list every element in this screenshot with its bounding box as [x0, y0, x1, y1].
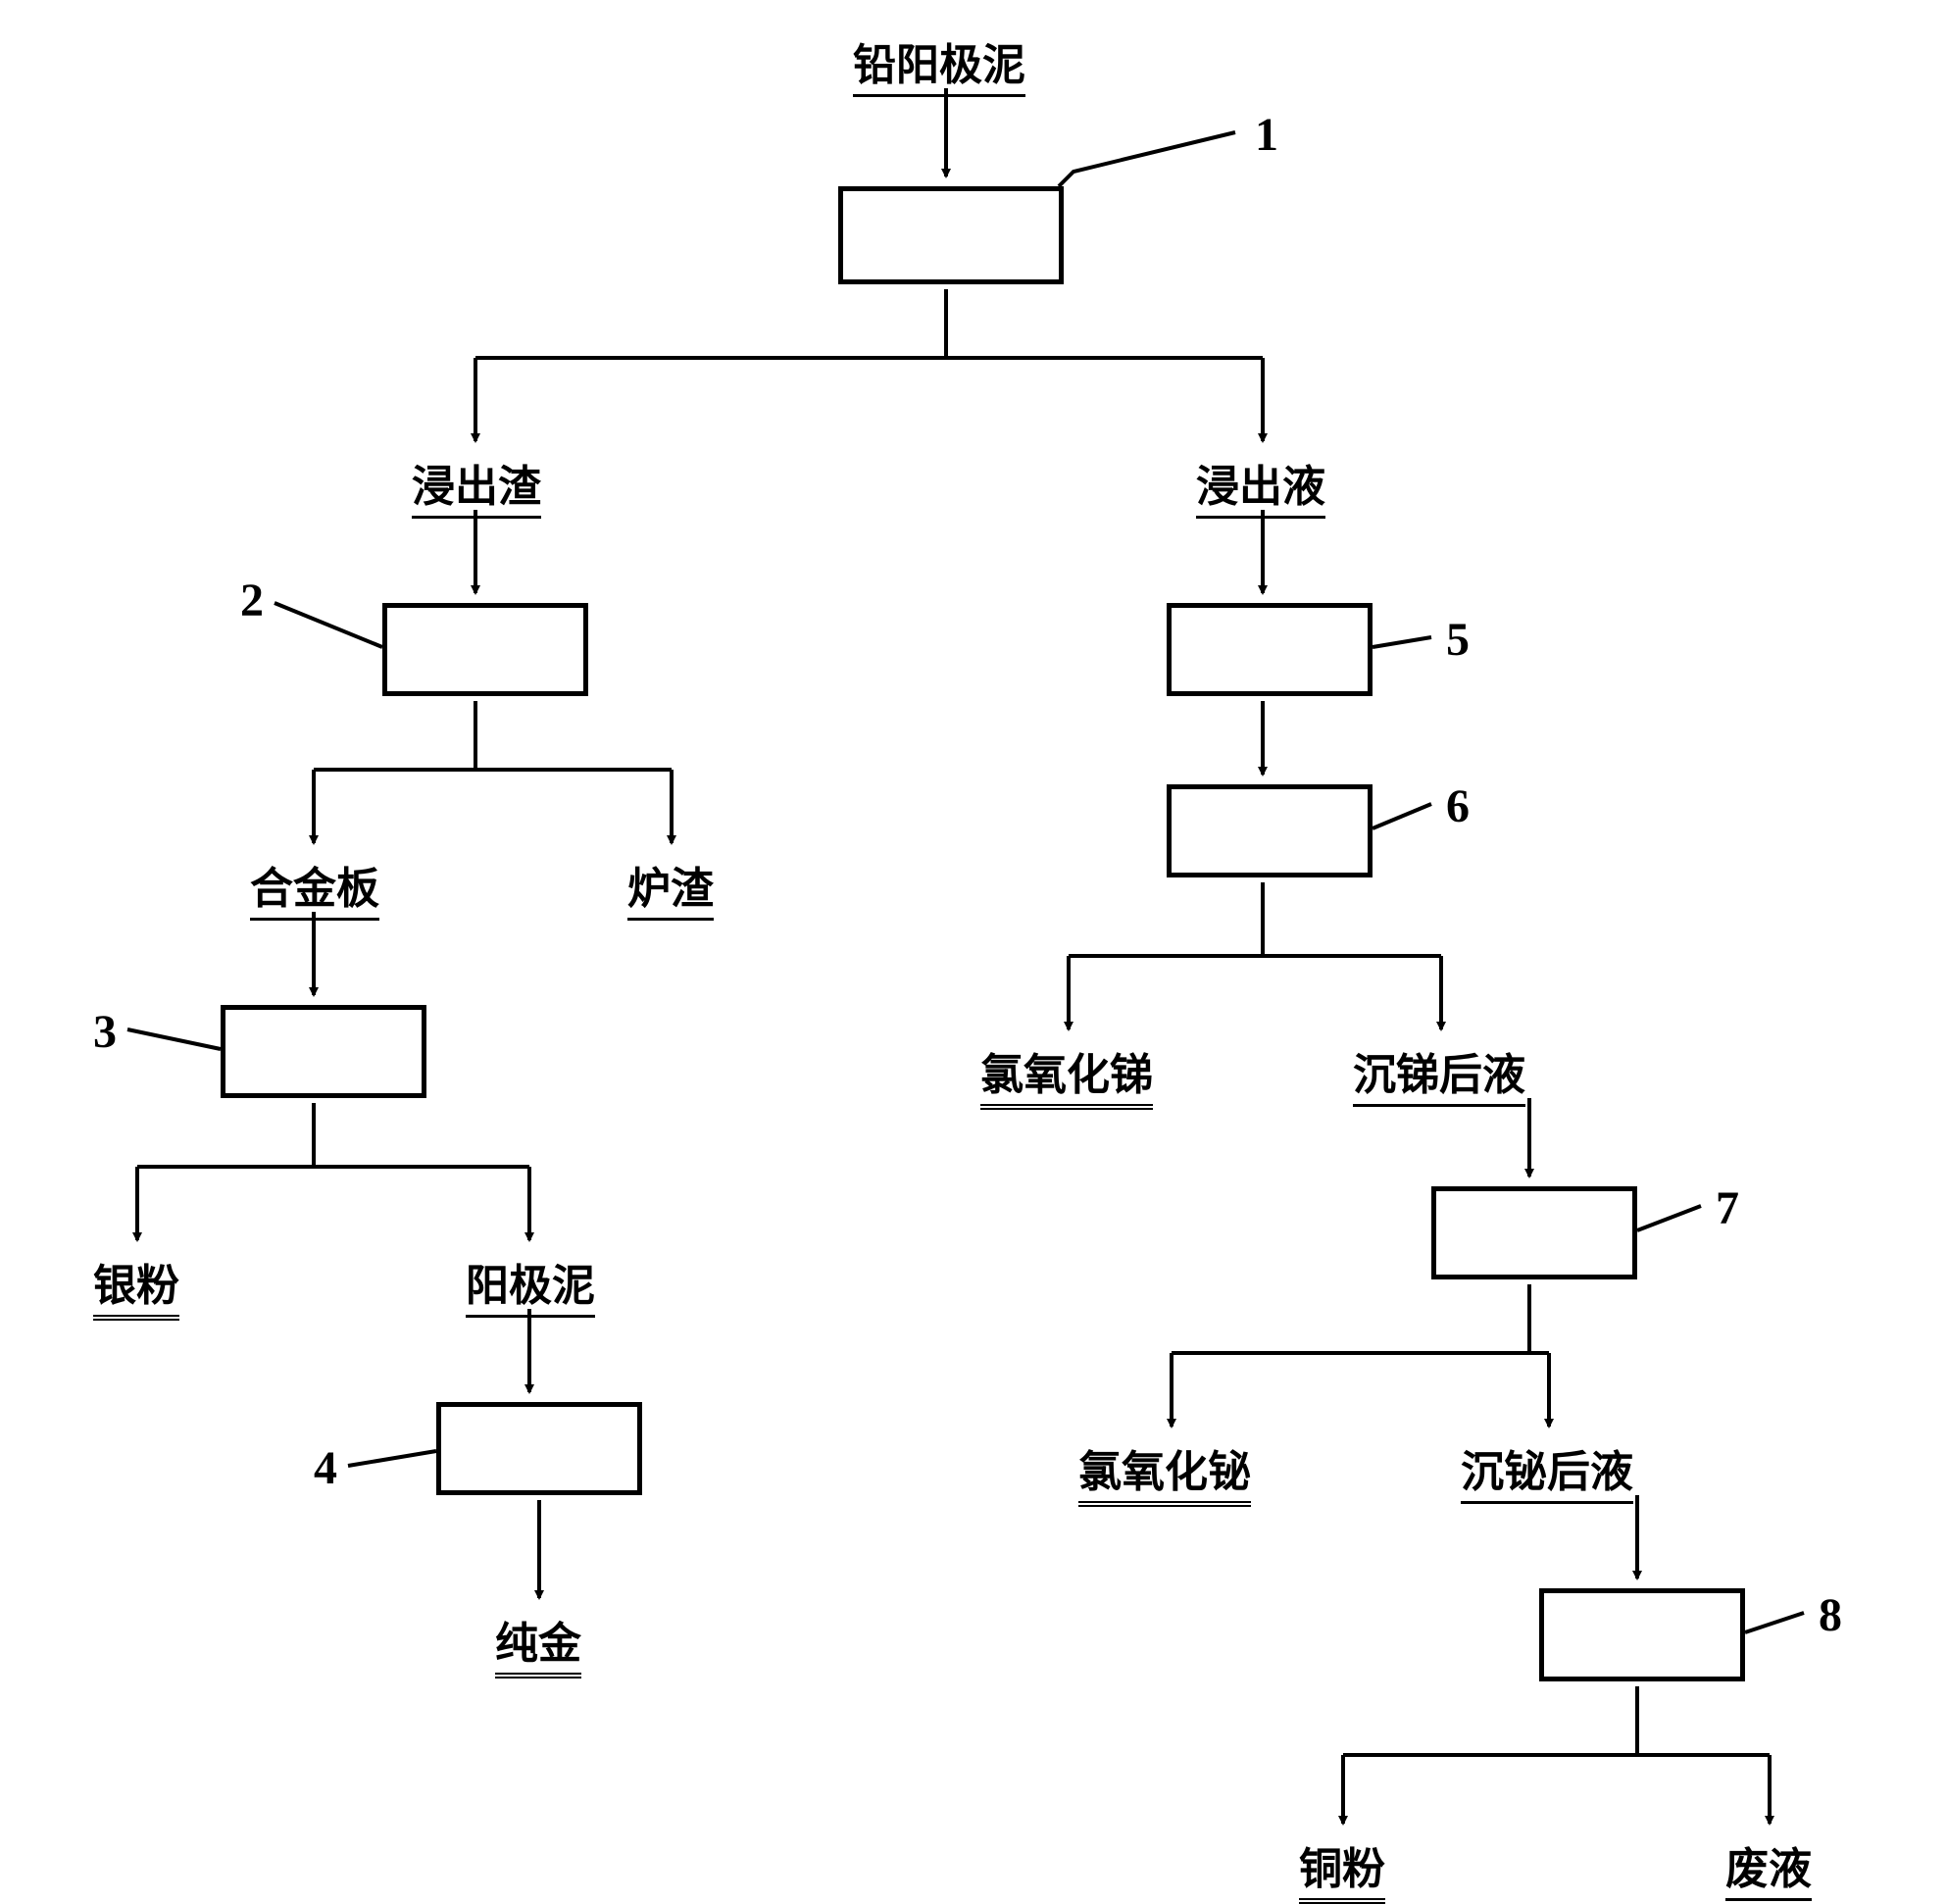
- label-sb-oxychloride: 氯氧化锑: [980, 1039, 1153, 1110]
- label-leach-liquid: 浸出液: [1196, 451, 1325, 519]
- box-7: [1431, 1186, 1637, 1279]
- box-5: [1167, 603, 1373, 696]
- label-anode-mud: 阳极泥: [466, 1250, 595, 1318]
- label-silver-powder: 银粉: [93, 1250, 179, 1321]
- label-slag: 炉渣: [627, 853, 714, 921]
- label-after-bi: 沉铋后液: [1461, 1436, 1633, 1504]
- num-7: 7: [1716, 1181, 1739, 1235]
- box-1: [838, 186, 1064, 284]
- box-3: [221, 1005, 426, 1098]
- label-input: 铅阳极泥: [853, 29, 1025, 97]
- label-pure-gold: 纯金: [495, 1608, 581, 1679]
- box-4: [436, 1402, 642, 1495]
- label-alloy-plate: 合金板: [250, 853, 379, 921]
- num-8: 8: [1819, 1588, 1842, 1642]
- num-3: 3: [93, 1005, 117, 1059]
- label-copper-powder: 铜粉: [1299, 1833, 1385, 1904]
- label-after-sb: 沉锑后液: [1353, 1039, 1525, 1107]
- label-waste-liquid: 废液: [1725, 1833, 1812, 1901]
- box-8: [1539, 1588, 1745, 1681]
- label-bi-oxychloride: 氯氧化铋: [1078, 1436, 1251, 1507]
- label-leach-residue: 浸出渣: [412, 451, 541, 519]
- num-1: 1: [1255, 108, 1278, 162]
- box-6: [1167, 784, 1373, 877]
- num-6: 6: [1446, 779, 1470, 833]
- num-4: 4: [314, 1441, 337, 1495]
- box-2: [382, 603, 588, 696]
- num-2: 2: [240, 574, 264, 627]
- num-5: 5: [1446, 613, 1470, 667]
